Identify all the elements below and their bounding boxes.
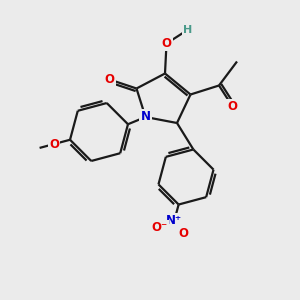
Text: O: O: [104, 73, 115, 86]
Text: N⁺: N⁺: [166, 214, 182, 227]
Text: O: O: [179, 227, 189, 241]
Text: O⁻: O⁻: [151, 221, 167, 234]
Text: O: O: [49, 137, 59, 151]
Text: O: O: [161, 37, 172, 50]
Text: H: H: [183, 25, 192, 35]
Text: N: N: [140, 110, 151, 124]
Text: O: O: [227, 100, 238, 113]
